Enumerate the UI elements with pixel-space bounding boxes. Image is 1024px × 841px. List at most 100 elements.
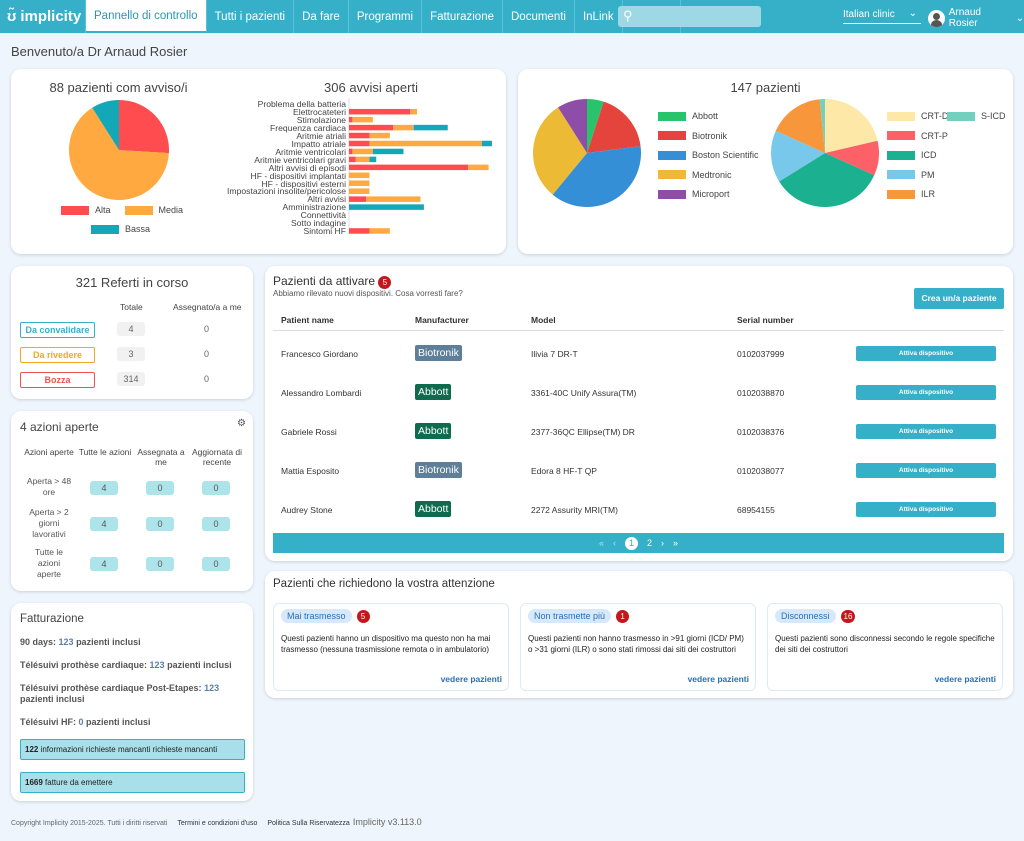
nav-item[interactable]: Programmi (349, 0, 422, 33)
nav-item[interactable]: Pannello di controllo (86, 0, 207, 33)
nav-item[interactable]: Da fare (294, 0, 349, 33)
prev-page-button[interactable]: ‹ (613, 538, 616, 548)
bar-segment[interactable] (349, 149, 352, 155)
bar-segment[interactable] (349, 165, 468, 171)
azioni-count[interactable]: 4 (90, 517, 118, 531)
azioni-count[interactable]: 0 (202, 517, 230, 531)
legend-item[interactable]: ICD (887, 150, 1012, 160)
legend-alta[interactable]: Alta (95, 205, 111, 215)
legend-item[interactable]: Biotronik (658, 131, 759, 141)
manufacturer-badge: Abbott (415, 501, 451, 517)
user-menu[interactable]: Arnaud Rosier ⌄ (928, 7, 1024, 29)
page-button[interactable]: 1 (625, 537, 638, 550)
see-patients-link[interactable]: vedere pazienti (935, 674, 996, 684)
nav-item[interactable]: Documenti (503, 0, 575, 33)
legend-item[interactable]: Medtronic (658, 170, 759, 180)
patient-name[interactable]: Gabriele Rossi (281, 427, 337, 437)
bar-segment[interactable] (373, 149, 404, 155)
azioni-count[interactable]: 0 (146, 557, 174, 571)
invoices-box[interactable]: 1669 fatture da emettere (20, 772, 245, 793)
azioni-count[interactable]: 4 (90, 557, 118, 571)
serial-number: 0102038870 (737, 388, 784, 398)
page-button[interactable]: 2 (647, 538, 652, 548)
legend-item[interactable]: ILR (887, 189, 1012, 199)
activate-device-button[interactable]: Attiva dispositivo (856, 385, 996, 400)
footer: Copyright Implicity 2015-2025. Tutti i d… (11, 817, 422, 827)
status-tag[interactable]: Da convalidare (20, 322, 95, 338)
bar-segment[interactable] (352, 149, 372, 155)
status-tag[interactable]: Bozza (20, 372, 95, 388)
nav-item[interactable]: InLink (575, 0, 623, 33)
bar-segment[interactable] (369, 228, 389, 234)
legend-swatch (61, 206, 89, 215)
bar-segment[interactable] (410, 109, 417, 115)
bar-segment[interactable] (369, 141, 481, 147)
legend-item[interactable]: Microport (658, 189, 759, 199)
legend-item[interactable]: Boston Scientific (658, 150, 759, 160)
legend-bassa[interactable]: Bassa (125, 224, 150, 234)
bar-segment[interactable] (349, 109, 410, 115)
bar-segment[interactable] (352, 117, 372, 123)
activate-device-button[interactable]: Attiva dispositivo (856, 502, 996, 517)
bar-segment[interactable] (349, 141, 369, 147)
copyright: Copyright Implicity 2015-2025. Tutti i d… (11, 820, 167, 827)
bar-segment[interactable] (349, 228, 369, 234)
bar-segment[interactable] (349, 125, 393, 131)
bar-segment[interactable] (366, 196, 420, 202)
activate-device-button[interactable]: Attiva dispositivo (856, 463, 996, 478)
see-patients-link[interactable]: vedere pazienti (441, 674, 502, 684)
bar-segment[interactable] (349, 157, 356, 163)
status-tag[interactable]: Da rivedere (20, 347, 95, 363)
bar-segment[interactable] (369, 133, 389, 139)
legend-media[interactable]: Media (159, 205, 184, 215)
patient-name[interactable]: Alessandro Lombardi (281, 388, 361, 398)
attenzione-title: Pazienti che richiedono la vostra attenz… (273, 578, 495, 590)
see-patients-link[interactable]: vedere pazienti (688, 674, 749, 684)
bar-segment[interactable] (349, 196, 366, 202)
azioni-count[interactable]: 4 (90, 481, 118, 495)
bar-segment[interactable] (414, 125, 448, 131)
clinic-select[interactable]: Italian clinic ⌄ (843, 9, 921, 24)
bar-segment[interactable] (349, 188, 369, 194)
legend-item[interactable]: CRT-P (887, 131, 1012, 141)
activate-device-button[interactable]: Attiva dispositivo (856, 424, 996, 439)
legend-item[interactable]: Abbott (658, 111, 759, 121)
nav-item[interactable]: Fatturazione (422, 0, 503, 33)
missing-info-box[interactable]: 122 informazioni richieste mancanti rich… (20, 739, 245, 760)
azioni-count[interactable]: 0 (202, 481, 230, 495)
bar-segment[interactable] (393, 125, 413, 131)
patient-name[interactable]: Audrey Stone (281, 505, 333, 515)
bar-segment[interactable] (482, 141, 492, 147)
azioni-count[interactable]: 0 (146, 481, 174, 495)
bar-segment[interactable] (349, 173, 369, 179)
gear-icon[interactable]: ⚙ (237, 418, 246, 429)
logo[interactable]: ʊ̃ implicity (0, 0, 86, 33)
legend-item[interactable]: PM (887, 170, 1012, 180)
search-input[interactable]: ⚲ (618, 6, 761, 27)
bar-segment[interactable] (356, 157, 370, 163)
column-header: Manufacturer (415, 315, 469, 325)
terms-link[interactable]: Termini e condizioni d'uso (177, 820, 257, 827)
bar-segment[interactable] (369, 157, 376, 163)
privacy-link[interactable]: Politica Sulla Riservatezza (267, 820, 349, 827)
azioni-count[interactable]: 0 (146, 517, 174, 531)
bar-segment[interactable] (349, 133, 369, 139)
first-page-button[interactable]: « (599, 538, 604, 548)
azioni-col-header: Assegnata a me (133, 447, 189, 467)
pie-slice-alta[interactable] (119, 100, 169, 153)
last-page-button[interactable]: » (673, 538, 678, 548)
bar-segment[interactable] (349, 181, 369, 187)
legend-item[interactable]: S-ICD (947, 111, 1006, 121)
patient-name[interactable]: Francesco Giordano (281, 349, 358, 359)
bar-segment[interactable] (468, 165, 488, 171)
create-patient-button[interactable]: Crea un/a paziente (914, 288, 1004, 309)
nav-item[interactable]: Tutti i pazienti (207, 0, 295, 33)
patient-name[interactable]: Mattia Esposito (281, 466, 339, 476)
azioni-count[interactable]: 0 (202, 557, 230, 571)
legend-swatch (658, 131, 686, 140)
chevron-down-icon: ⌄ (909, 8, 917, 19)
bar-segment[interactable] (349, 204, 424, 210)
bar-segment[interactable] (349, 117, 352, 123)
activate-device-button[interactable]: Attiva dispositivo (856, 346, 996, 361)
next-page-button[interactable]: › (661, 538, 664, 548)
